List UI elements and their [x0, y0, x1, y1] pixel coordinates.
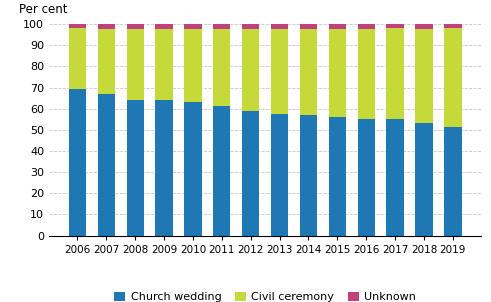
Bar	[98, 94, 115, 236]
Bar	[444, 28, 462, 127]
Bar	[155, 29, 173, 100]
Bar	[127, 29, 144, 100]
Legend: Church wedding, Civil ceremony, Unknown: Church wedding, Civil ceremony, Unknown	[109, 288, 421, 302]
Bar	[357, 24, 375, 29]
Bar	[98, 24, 115, 29]
Bar	[242, 24, 259, 29]
Bar	[127, 100, 144, 236]
Bar	[213, 29, 230, 106]
Bar	[271, 114, 288, 236]
Bar	[328, 117, 346, 236]
Bar	[357, 29, 375, 119]
Bar	[213, 24, 230, 29]
Bar	[184, 101, 202, 236]
Bar	[184, 29, 202, 101]
Bar	[184, 24, 202, 29]
Bar	[386, 28, 404, 119]
Bar	[69, 24, 86, 28]
Bar	[69, 28, 86, 89]
Bar	[415, 123, 433, 236]
Bar	[127, 24, 144, 29]
Bar	[155, 24, 173, 29]
Bar	[444, 24, 462, 28]
Bar	[69, 89, 86, 236]
Bar	[328, 29, 346, 117]
Bar	[98, 29, 115, 94]
Bar	[155, 100, 173, 236]
Bar	[357, 119, 375, 236]
Text: Per cent: Per cent	[19, 3, 67, 16]
Bar	[386, 24, 404, 28]
Bar	[300, 115, 317, 236]
Bar	[300, 29, 317, 115]
Bar	[444, 127, 462, 236]
Bar	[213, 106, 230, 236]
Bar	[328, 24, 346, 29]
Bar	[242, 29, 259, 111]
Bar	[300, 24, 317, 29]
Bar	[415, 24, 433, 29]
Bar	[242, 111, 259, 236]
Bar	[386, 119, 404, 236]
Bar	[271, 29, 288, 114]
Bar	[415, 29, 433, 123]
Bar	[271, 24, 288, 29]
